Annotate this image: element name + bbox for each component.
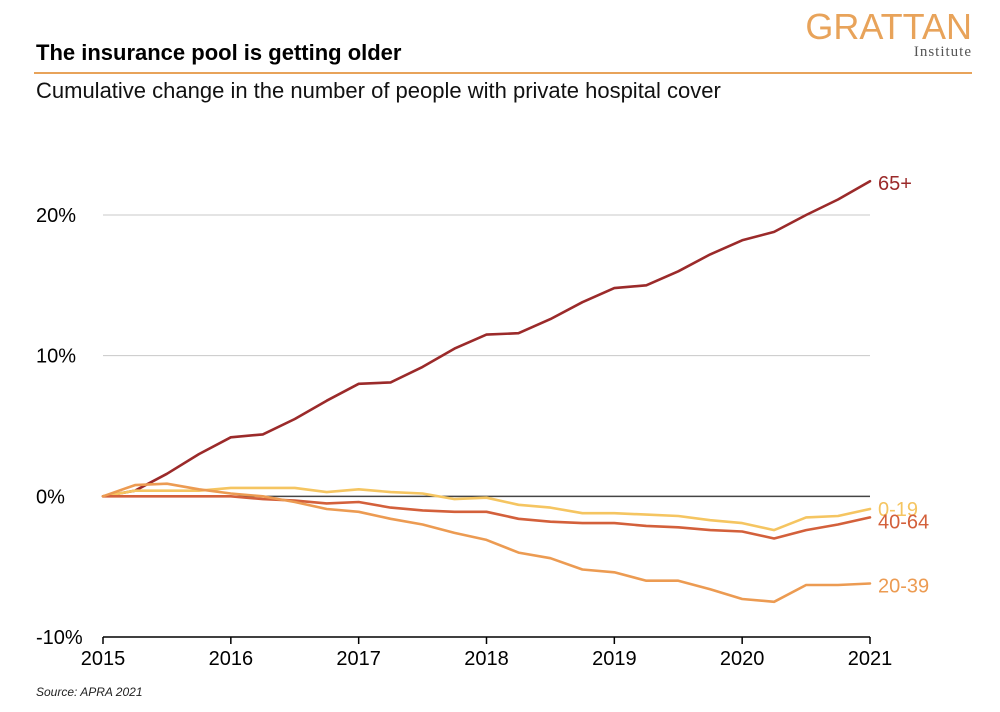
series-label-0-19: 0-19 xyxy=(878,499,918,521)
y-tick-label: 20% xyxy=(36,205,76,227)
x-tick-label: 2016 xyxy=(209,648,254,670)
chart-title: The insurance pool is getting older xyxy=(36,40,402,65)
series-label-40-64: 40-64 xyxy=(878,511,929,533)
grattan-logo: GRATTAN Institute xyxy=(805,8,972,61)
series-lines xyxy=(101,179,872,604)
x-axis: 2015 2016 2017 2018 2019 2020 2021 xyxy=(81,636,893,670)
x-tick-label: 2015 xyxy=(81,648,126,670)
logo-subtitle: Institute xyxy=(913,44,972,60)
x-tick-label: 2020 xyxy=(720,648,765,670)
source-note: Source: APRA 2021 xyxy=(36,685,143,699)
series-label-20-39: 20-39 xyxy=(878,576,929,598)
series-line-0-19 xyxy=(101,486,872,532)
logo-wordmark: GRATTAN xyxy=(805,6,972,47)
y-tick-label: -10% xyxy=(36,627,83,649)
series-label-65+: 65+ xyxy=(878,173,912,195)
x-tick-label: 2021 xyxy=(848,648,893,670)
y-tick-label: 0% xyxy=(36,486,65,508)
series-line-65+ xyxy=(101,179,872,498)
y-tick-label: 10% xyxy=(36,346,76,368)
series-line-40-64 xyxy=(101,494,872,540)
chart-subtitle: Cumulative change in the number of peopl… xyxy=(36,78,721,103)
x-tick-label: 2019 xyxy=(592,648,637,670)
x-tick-label: 2017 xyxy=(336,648,381,670)
x-tick-label: 2018 xyxy=(464,648,509,670)
series-line-20-39 xyxy=(101,482,872,604)
y-axis-labels: -10% 0% 10% 20% xyxy=(36,205,83,649)
title-divider xyxy=(34,72,972,74)
gridlines xyxy=(103,214,870,498)
